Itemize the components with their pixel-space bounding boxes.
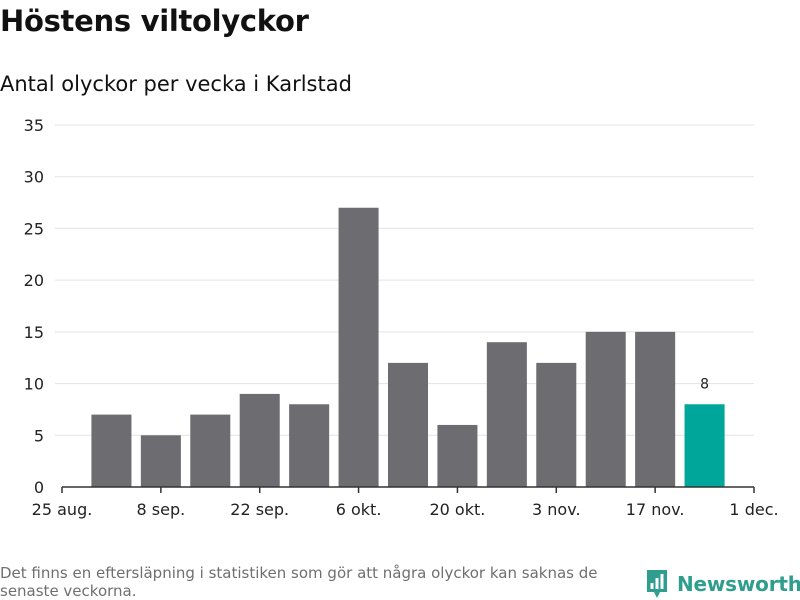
bar — [437, 424, 478, 487]
bar — [585, 331, 626, 487]
y-tick-label: 30 — [24, 168, 44, 187]
bar-chart: 8 25 aug. 8 sep. 22 sep. 6 okt. 20 okt. 3 nov… — [24, 116, 779, 519]
y-tick-label: 20 — [24, 271, 44, 290]
x-tick-label: 6 okt. — [336, 500, 382, 519]
newsworthy-logo-icon — [647, 570, 667, 598]
x-tick-label: 3 nov. — [532, 500, 581, 519]
chart-title: Höstens viltolyckor — [0, 4, 309, 38]
bar — [635, 331, 676, 487]
y-tick-label: 25 — [24, 219, 44, 238]
x-tick-label: 17 nov. — [626, 500, 685, 519]
y-axis-labels: 0 5 10 15 20 25 30 35 — [24, 116, 44, 497]
bar — [536, 362, 577, 487]
bar — [239, 393, 280, 487]
bar — [684, 404, 725, 487]
bar — [91, 414, 132, 487]
bar — [486, 342, 527, 487]
bar — [190, 414, 231, 487]
y-tick-label: 15 — [24, 323, 44, 342]
brand-logo: Newsworthy — [645, 568, 800, 600]
y-tick-label: 0 — [34, 478, 44, 497]
y-tick-label: 35 — [24, 116, 44, 135]
x-tick-label: 20 okt. — [429, 500, 485, 519]
bar-data-label: 8 — [700, 376, 709, 392]
bar — [387, 362, 429, 487]
chart-subtitle: Antal olyckor per vecka i Karlstad — [0, 72, 352, 96]
bar — [140, 435, 181, 487]
footnote: Det finns en eftersläpning i statistiken… — [0, 564, 598, 600]
x-tick-label: 8 sep. — [137, 500, 186, 519]
x-tick-label: 1 dec. — [729, 500, 778, 519]
bar — [289, 404, 330, 487]
x-tick-label: 22 sep. — [230, 500, 289, 519]
y-tick-label: 5 — [34, 426, 44, 445]
bars: 8 — [91, 207, 725, 487]
bar — [338, 207, 379, 487]
x-tick-label: 25 aug. — [32, 500, 93, 519]
x-axis: 25 aug. 8 sep. 22 sep. 6 okt. 20 okt. 3 nov. 1… — [32, 486, 779, 519]
brand-name: Newsworthy — [677, 572, 800, 596]
y-tick-label: 10 — [24, 375, 44, 394]
